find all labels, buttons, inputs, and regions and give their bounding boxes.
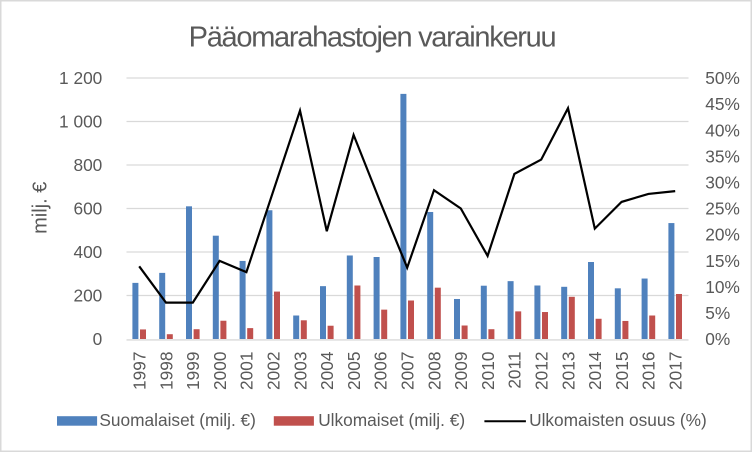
svg-text:1999: 1999 <box>183 352 203 390</box>
svg-text:2002: 2002 <box>264 352 284 390</box>
svg-text:50%: 50% <box>705 68 740 88</box>
svg-text:1997: 1997 <box>130 352 150 390</box>
svg-text:2006: 2006 <box>371 352 391 390</box>
svg-text:Suomalaiset (milj. €): Suomalaiset (milj. €) <box>99 410 256 430</box>
svg-text:1 000: 1 000 <box>59 112 102 132</box>
svg-text:2012: 2012 <box>532 352 552 390</box>
svg-text:40%: 40% <box>705 120 740 140</box>
svg-text:20%: 20% <box>705 225 740 245</box>
svg-text:2007: 2007 <box>398 352 418 390</box>
svg-text:2001: 2001 <box>237 352 257 390</box>
svg-text:2000: 2000 <box>210 352 230 390</box>
svg-text:25%: 25% <box>705 199 740 219</box>
svg-text:800: 800 <box>73 155 102 175</box>
svg-text:400: 400 <box>73 242 102 262</box>
svg-text:2004: 2004 <box>317 351 337 390</box>
svg-text:2016: 2016 <box>639 352 659 390</box>
svg-text:2005: 2005 <box>344 352 364 390</box>
svg-text:45%: 45% <box>705 94 740 114</box>
svg-text:35%: 35% <box>705 146 740 166</box>
svg-text:0%: 0% <box>705 329 730 349</box>
svg-text:600: 600 <box>73 199 102 219</box>
svg-text:0: 0 <box>93 329 103 349</box>
svg-text:1 200: 1 200 <box>59 68 102 88</box>
svg-text:200: 200 <box>73 286 102 306</box>
svg-text:2009: 2009 <box>451 352 471 390</box>
svg-text:1998: 1998 <box>156 352 176 390</box>
svg-text:2010: 2010 <box>478 352 498 390</box>
svg-text:5%: 5% <box>705 303 730 323</box>
svg-text:15%: 15% <box>705 251 740 271</box>
svg-text:Ulkomaiset (milj. €): Ulkomaiset (milj. €) <box>318 410 465 430</box>
svg-text:Pääomarahastojen varainkeruu: Pääomarahastojen varainkeruu <box>189 21 556 53</box>
svg-text:10%: 10% <box>705 277 740 297</box>
svg-text:2008: 2008 <box>424 352 444 390</box>
svg-text:30%: 30% <box>705 172 740 192</box>
svg-text:2011: 2011 <box>505 352 525 389</box>
svg-text:2003: 2003 <box>290 352 310 390</box>
svg-text:2015: 2015 <box>612 352 632 390</box>
svg-text:milj. €: milj. € <box>30 182 52 234</box>
svg-text:2014: 2014 <box>585 351 605 390</box>
svg-text:Ulkomaisten osuus (%): Ulkomaisten osuus (%) <box>529 410 707 430</box>
svg-text:2017: 2017 <box>666 352 686 390</box>
svg-text:2013: 2013 <box>558 352 578 390</box>
